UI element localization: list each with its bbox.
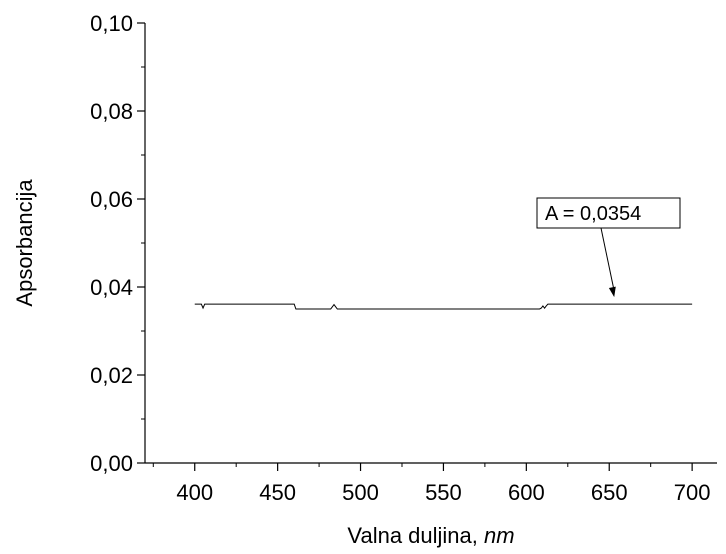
annotation-arrowhead [608, 286, 616, 298]
x-tick-label: 500 [342, 480, 379, 505]
annotation-box [536, 197, 681, 229]
x-tick-label: 700 [674, 480, 711, 505]
y-tick-label: 0,08 [90, 99, 133, 124]
x-ticks: 400 450 500 550 600 650 700 [152, 463, 711, 505]
x-axis-title: Valna duljina, nm [347, 523, 514, 548]
axes: 0,00 0,02 0,04 0,06 0,08 0,10 400 450 500 550 600… [90, 11, 717, 505]
y-tick-label: 0,10 [90, 11, 133, 36]
x-tick-label: 450 [259, 480, 296, 505]
annotation-arrow [600, 227, 615, 292]
annotation: A = 0,0354 [536, 197, 681, 298]
series-layer [194, 303, 693, 310]
x-axis-title-unit: nm [484, 523, 515, 548]
annotation-label: A = 0,0354 [545, 203, 641, 225]
y-tick-label: 0,00 [90, 451, 133, 476]
x-tick-label: 650 [591, 480, 628, 505]
x-tick-label: 600 [508, 480, 545, 505]
y-tick-label: 0,06 [90, 187, 133, 212]
series-line [194, 303, 693, 310]
y-ticks: 0,00 0,02 0,04 0,06 0,08 0,10 [90, 11, 145, 476]
x-axis-title-text: Valna duljina, [347, 523, 484, 548]
x-tick-label: 550 [425, 480, 462, 505]
y-tick-label: 0,04 [90, 275, 133, 300]
y-axis-title: Apsorbancija [12, 179, 37, 307]
x-tick-label: 400 [176, 480, 213, 505]
y-tick-label: 0,02 [90, 363, 133, 388]
